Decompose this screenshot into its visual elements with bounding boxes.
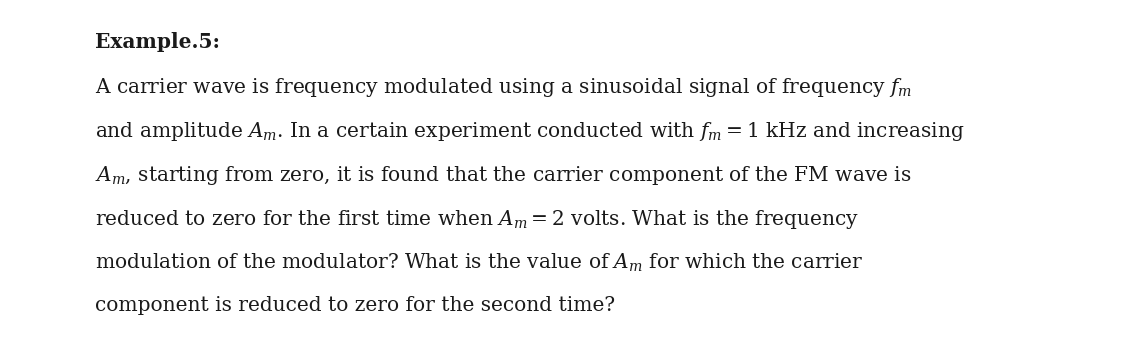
- Text: A carrier wave is frequency modulated using a sinusoidal signal of frequency $f_: A carrier wave is frequency modulated us…: [96, 76, 913, 99]
- Text: and amplitude $A_m$. In a certain experiment conducted with $f_m$$=$$1$ kHz and : and amplitude $A_m$. In a certain experi…: [96, 120, 964, 143]
- Text: modulation of the modulator? What is the value of $A_m$ for which the carrier: modulation of the modulator? What is the…: [96, 252, 863, 274]
- Text: component is reduced to zero for the second time?: component is reduced to zero for the sec…: [96, 296, 615, 315]
- Text: $A_m$, starting from zero, it is found that the carrier component of the FM wave: $A_m$, starting from zero, it is found t…: [96, 164, 912, 187]
- Text: Example.5:: Example.5:: [96, 32, 220, 52]
- Text: reduced to zero for the first time when $A_m$$=$$2$ volts. What is the frequency: reduced to zero for the first time when …: [96, 208, 859, 231]
